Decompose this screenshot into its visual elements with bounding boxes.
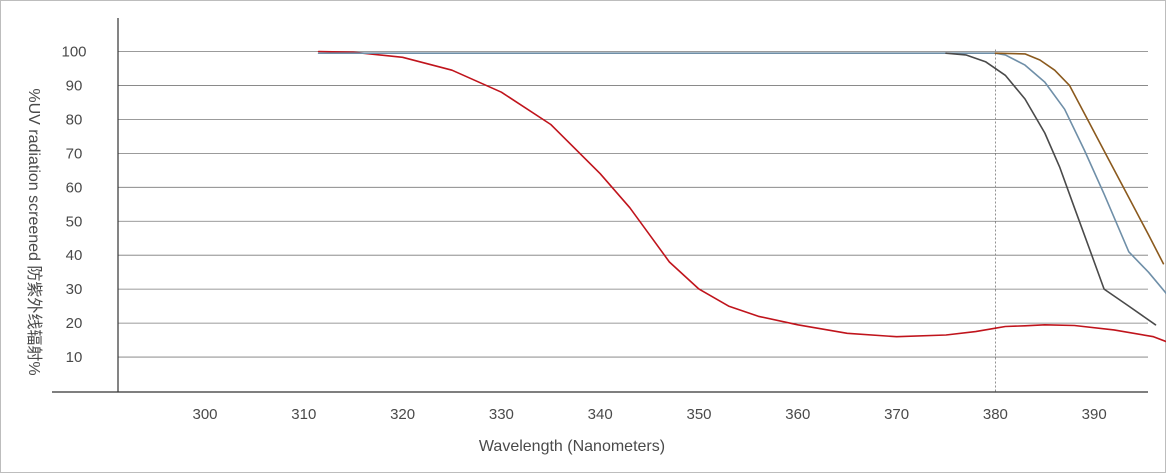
x-tick-label: 330 (489, 406, 514, 423)
y-tick-label: 60 (66, 179, 83, 196)
series-line-3 (945, 52, 1157, 326)
axes (52, 18, 1148, 393)
x-tick-label: 300 (192, 406, 217, 423)
x-tick-label: 390 (1082, 406, 1107, 423)
series-line-4 (994, 52, 1165, 265)
y-tick-label: 30 (66, 281, 83, 298)
x-tick-label: 320 (390, 406, 415, 423)
x-axis-label: Wavelength (Nanometers) (479, 438, 665, 455)
y-axis-label: %UV radiation screened 防紫外线辐射% (25, 88, 43, 375)
x-tick-label: 380 (983, 406, 1008, 423)
y-tick-label: 70 (66, 145, 83, 162)
series-line-1 (317, 50, 1166, 343)
x-tick-label: 350 (686, 406, 711, 423)
y-tick-label: 50 (66, 213, 83, 230)
x-tick-label: 310 (291, 406, 316, 423)
y-tick-label: 40 (66, 247, 83, 264)
y-tick-label: 10 (66, 349, 83, 366)
x-tick-label: 370 (884, 406, 909, 423)
tick-labels: 10 20 30 40 50 60 70 80 90 100 300 310 320 330 340 350 3… (61, 44, 1107, 424)
gridlines (118, 51, 1148, 358)
y-tick-label: 90 (66, 77, 83, 94)
series-lines (317, 50, 1166, 343)
y-tick-label: 80 (66, 111, 83, 128)
x-tick-label: 360 (785, 406, 810, 423)
x-tick-label: 340 (588, 406, 613, 423)
series-line-2 (317, 52, 1166, 295)
y-tick-label: 100 (61, 44, 86, 61)
y-tick-label: 20 (66, 315, 83, 332)
